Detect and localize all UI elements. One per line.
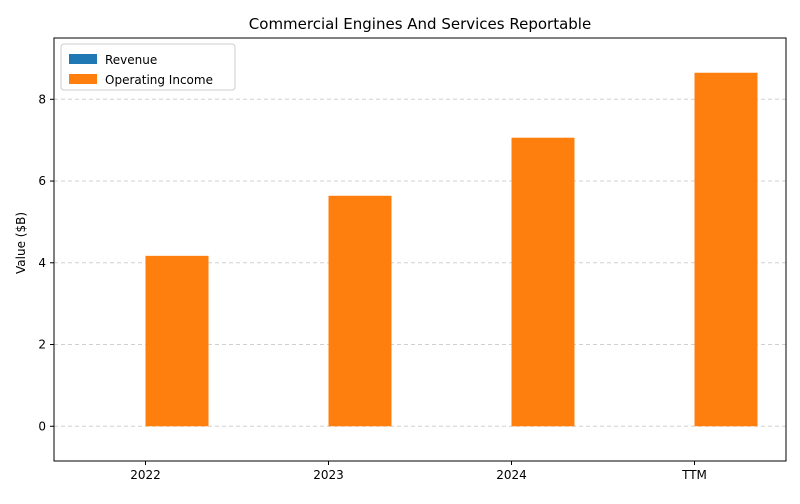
y-tick-label: 8 bbox=[38, 92, 46, 106]
chart-title: Commercial Engines And Services Reportab… bbox=[249, 15, 591, 33]
legend: Revenue Operating Income bbox=[60, 43, 236, 91]
legend-label: Revenue bbox=[105, 53, 157, 67]
y-tick-label: 6 bbox=[38, 174, 46, 188]
y-tick-label: 4 bbox=[38, 256, 46, 270]
y-tick-label: 2 bbox=[38, 338, 46, 352]
legend-swatch bbox=[69, 54, 97, 64]
axis-layer: 0 2 4 6 8 2022 2023 2024 TTM bbox=[38, 92, 707, 482]
legend-swatch bbox=[69, 74, 97, 84]
plot-frame bbox=[53, 37, 787, 462]
x-tick-label: 2022 bbox=[130, 468, 161, 482]
bar-operating-income bbox=[145, 255, 209, 427]
bar-operating-income bbox=[511, 137, 575, 427]
legend-label: Operating Income bbox=[105, 73, 213, 87]
y-axis-label: Value ($B) bbox=[14, 212, 28, 274]
x-tick-label: TTM bbox=[681, 468, 707, 482]
bar-layer bbox=[145, 72, 758, 427]
legend-box bbox=[60, 43, 236, 91]
y-tick-label: 0 bbox=[38, 419, 46, 433]
x-tick-label: 2023 bbox=[313, 468, 344, 482]
x-tick-label: 2024 bbox=[496, 468, 527, 482]
bar-operating-income bbox=[328, 195, 392, 427]
bar-operating-income bbox=[694, 72, 758, 427]
